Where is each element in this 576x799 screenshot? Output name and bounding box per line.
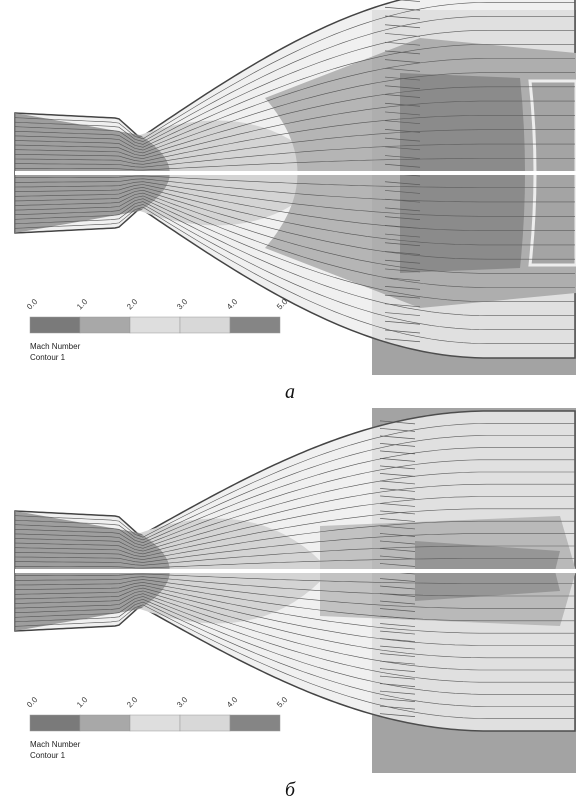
legend-swatch bbox=[30, 715, 80, 731]
legend-tick-label: 0.0 bbox=[25, 695, 40, 710]
legend-tick-label: 4.0 bbox=[225, 695, 240, 710]
legend-subtitle: Contour 1 bbox=[30, 751, 66, 760]
caption: а bbox=[285, 381, 295, 403]
legend-tick-label: 2.0 bbox=[125, 695, 140, 710]
gray-overlay bbox=[372, 10, 576, 375]
legend-swatch bbox=[130, 715, 180, 731]
legend-tick-label: 1.0 bbox=[75, 695, 90, 710]
legend-swatch bbox=[130, 317, 180, 333]
legend-swatch bbox=[230, 715, 280, 731]
legend-swatch bbox=[230, 317, 280, 333]
legend-title: Mach Number bbox=[30, 740, 81, 749]
legend-swatch bbox=[80, 317, 130, 333]
caption: б bbox=[285, 779, 296, 799]
legend-swatch bbox=[180, 317, 230, 333]
legend-swatch bbox=[180, 715, 230, 731]
legend-subtitle: Contour 1 bbox=[30, 353, 66, 362]
legend-swatch bbox=[80, 715, 130, 731]
figure: 0.0 1.0 2.0 3.0 4.0 5.0 Mach Number Contour 1 а 0… bbox=[0, 0, 576, 799]
legend-tick-label: 4.0 bbox=[225, 297, 240, 312]
legend-tick-label: 3.0 bbox=[175, 297, 190, 312]
legend-tick-label: 5.0 bbox=[275, 695, 290, 710]
legend-tick-label: 3.0 bbox=[175, 695, 190, 710]
legend-swatch bbox=[30, 317, 80, 333]
panel: 0.0 1.0 2.0 3.0 4.0 5.0 Mach Number Contour 1 б bbox=[15, 408, 576, 799]
centerline bbox=[15, 569, 576, 573]
legend-tick-label: 1.0 bbox=[75, 297, 90, 312]
legend-tick-label: 0.0 bbox=[25, 297, 40, 312]
centerline bbox=[15, 171, 576, 175]
gray-overlay bbox=[372, 408, 576, 773]
legend-tick-label: 2.0 bbox=[125, 297, 140, 312]
legend-title: Mach Number bbox=[30, 342, 81, 351]
